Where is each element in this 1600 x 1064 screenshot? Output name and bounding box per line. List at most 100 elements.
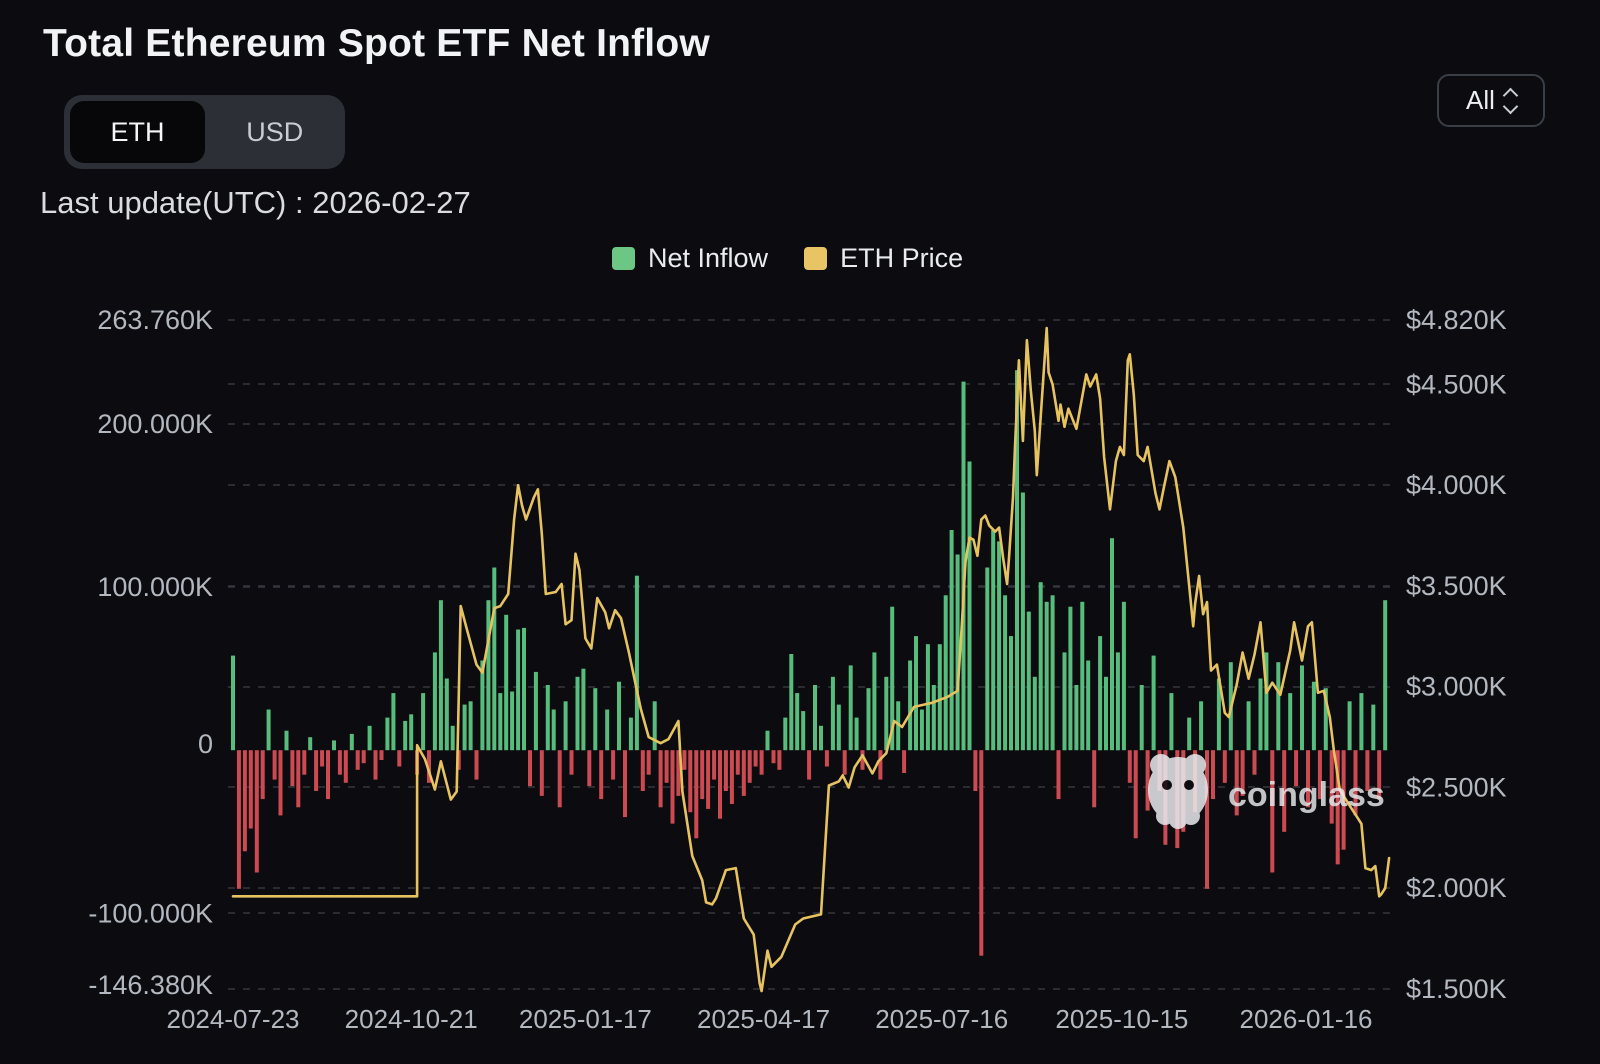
net-inflow-bar [254, 750, 259, 873]
net-inflow-bar [688, 750, 693, 813]
net-inflow-bar [902, 750, 907, 773]
net-inflow-bar [1133, 750, 1138, 839]
net-inflow-bar [581, 668, 586, 751]
net-inflow-bar [1127, 750, 1132, 783]
legend-item-net-inflow[interactable]: Net Inflow [612, 243, 768, 274]
net-inflow-bar [605, 709, 610, 751]
legend-item-eth-price[interactable]: ETH Price [804, 243, 963, 274]
net-inflow-bar [1365, 750, 1370, 791]
net-inflow-bar [587, 750, 592, 787]
net-inflow-bar [504, 614, 509, 751]
net-inflow-bar [955, 554, 960, 751]
unit-toggle-usd[interactable]: USD [246, 116, 304, 147]
net-inflow-bar [765, 730, 770, 751]
net-inflow-bar [646, 750, 651, 775]
net-inflow-bar [1264, 652, 1269, 751]
net-inflow-bar [611, 750, 616, 780]
net-inflow-bar [1216, 678, 1221, 751]
net-inflow-bar [1139, 685, 1144, 751]
net-inflow-bar [1068, 606, 1073, 751]
net-inflow-bar [807, 750, 812, 780]
net-inflow-bar [1317, 750, 1322, 800]
left-axis-tick: 263.760K [97, 305, 213, 335]
net-inflow-bar [522, 627, 526, 751]
net-inflow-bar [332, 740, 336, 751]
net-inflow-bar [777, 750, 782, 770]
net-inflow-bar [1015, 370, 1019, 751]
net-inflow-bar [1151, 655, 1156, 751]
net-inflow-bar [343, 750, 348, 783]
right-axis-tick: $2.500K [1406, 772, 1507, 802]
net-inflow-bar [1044, 601, 1049, 751]
net-inflow-bar [878, 750, 883, 780]
left-axis-tick: -100.000K [88, 898, 213, 928]
net-inflow-bar [1246, 701, 1251, 751]
net-inflow-bar [1104, 676, 1108, 751]
left-axis-tick: 0 [198, 729, 213, 759]
net-inflow-bar [872, 652, 877, 751]
net-inflow-bar [533, 671, 538, 751]
net-inflow-bar [284, 730, 289, 751]
net-inflow-bar [1110, 538, 1114, 751]
net-inflow-bar [789, 654, 794, 751]
net-inflow-bar [1205, 750, 1209, 889]
net-inflow-bar [480, 660, 485, 751]
net-inflow-bar [925, 644, 930, 751]
x-axis-tick: 2025-01-17 [519, 1004, 652, 1034]
net-inflow-bar [260, 750, 265, 800]
net-inflow-bar [747, 750, 752, 783]
net-inflow-bar [1056, 750, 1061, 800]
net-inflow-bar [819, 725, 823, 751]
time-range-select[interactable]: All [1437, 74, 1545, 127]
net-inflow-bar [1371, 704, 1376, 751]
net-inflow-bar [569, 750, 574, 775]
net-inflow-bar [1288, 693, 1293, 751]
net-inflow-bar [236, 750, 241, 889]
x-axis-tick: 2025-07-16 [875, 1004, 1008, 1034]
net-inflow-bar [652, 701, 657, 751]
net-inflow-bar [1222, 750, 1227, 783]
net-inflow-bar [783, 717, 788, 751]
net-inflow-bar [890, 606, 895, 751]
net-inflow-bar [712, 750, 717, 780]
net-inflow-bar [813, 685, 817, 751]
net-inflow-bar [676, 750, 681, 796]
net-inflow-bar [474, 750, 479, 780]
net-inflow-bar [884, 676, 889, 751]
right-axis-tick: $4.000K [1406, 470, 1507, 500]
net-inflow-bar [385, 717, 390, 751]
net-inflow-bar [1252, 750, 1257, 775]
net-inflow-bar [943, 595, 948, 751]
net-inflow-bar [718, 750, 722, 819]
net-inflow-bar [528, 750, 532, 787]
net-inflow-bar [1276, 662, 1281, 751]
net-inflow-bar [593, 688, 598, 751]
net-inflow-bar [1169, 693, 1174, 751]
legend-label: Net Inflow [648, 243, 769, 273]
net-inflow-bar [1347, 701, 1352, 751]
page-title: Total Ethereum Spot ETF Net Inflow [43, 22, 710, 65]
net-inflow-bar [248, 750, 253, 829]
net-inflow-bar [1121, 601, 1126, 751]
unit-toggle-eth[interactable]: ETH [70, 101, 205, 163]
net-inflow-bar [326, 750, 330, 800]
net-inflow-bar [617, 681, 621, 751]
net-inflow-bar [623, 750, 627, 818]
net-inflow-bar [979, 750, 984, 956]
net-inflow-bar [753, 750, 758, 767]
net-inflow-bar [1329, 750, 1334, 824]
net-inflow-bar [409, 714, 414, 751]
x-axis-tick: 2025-10-15 [1055, 1004, 1188, 1034]
net-inflow-bar [949, 530, 954, 751]
net-inflow-bar [1300, 665, 1304, 751]
net-inflow-bar [1341, 750, 1346, 850]
right-axis-tick: $3.500K [1406, 571, 1507, 601]
net-inflow-bar [1282, 750, 1287, 832]
net-inflow-bar [1323, 688, 1328, 751]
net-inflow-bar [1377, 750, 1382, 800]
net-inflow-bar [735, 750, 740, 775]
net-inflow-bar [456, 750, 461, 770]
net-inflow-bar [1020, 492, 1025, 751]
net-inflow-bar [397, 750, 402, 767]
